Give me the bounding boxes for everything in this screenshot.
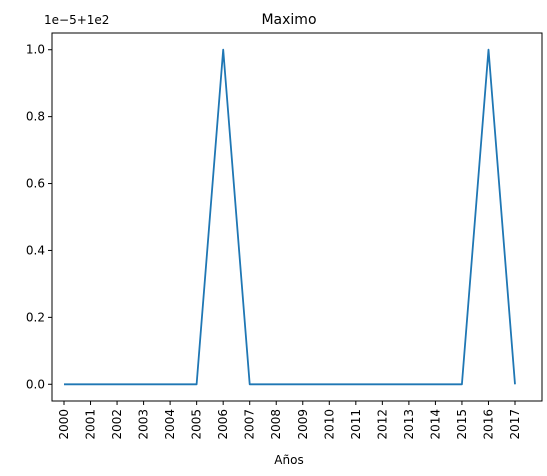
x-tick-label: 2012	[375, 409, 389, 440]
series-layer	[64, 48, 516, 386]
x-tick-label: 2002	[110, 409, 124, 440]
y-tick-label: 0.6	[26, 177, 45, 191]
x-tick-label: 2011	[349, 409, 363, 440]
y-tick-label: 1.0	[26, 43, 45, 57]
plot-area	[51, 32, 543, 402]
x-tick-label: 2015	[455, 409, 469, 440]
x-tick-label: 2009	[296, 409, 310, 440]
x-tick-label: 2006	[216, 409, 230, 440]
chart-title: Maximo	[261, 12, 316, 28]
y-tick-label: 0.0	[26, 377, 45, 391]
x-tick-label: 2008	[269, 409, 283, 440]
x-tick-label: 2000	[57, 409, 71, 440]
x-axis-label: Años	[274, 453, 303, 467]
x-tick-label: 2001	[84, 409, 98, 440]
y-tick-label: 0.4	[26, 243, 45, 257]
x-tick-label: 2017	[508, 409, 522, 440]
y-axis: 0.0 0.2 0.4 0.6 0.8 1.0	[26, 43, 52, 391]
x-tick-label: 2003	[137, 409, 151, 440]
series-line	[64, 48, 516, 386]
x-tick-label: 2016	[481, 409, 495, 440]
x-axis: 2000 2001 2002 2003 2004 2005 2006 2007 2008 2009…	[57, 401, 522, 440]
x-tick-label: 2013	[402, 409, 416, 440]
y-tick-label: 0.2	[26, 310, 45, 324]
x-tick-label: 2004	[163, 409, 177, 440]
x-tick-label: 2007	[243, 409, 257, 440]
x-tick-label: 2010	[322, 409, 336, 440]
x-tick-label: 2014	[428, 409, 442, 440]
y-offset-text: 1e−5+1e2	[44, 13, 109, 27]
x-tick-label: 2005	[190, 409, 204, 440]
y-tick-label: 0.8	[26, 110, 45, 124]
